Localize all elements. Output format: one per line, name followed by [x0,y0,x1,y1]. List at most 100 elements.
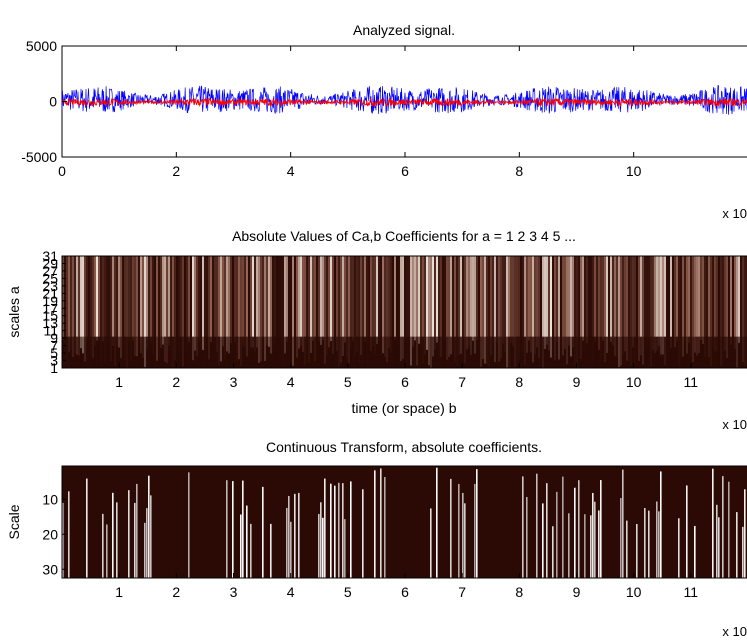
heatmap-low-scale [698,336,700,368]
heatmap-low-scale [166,336,168,368]
heatmap-column [298,256,300,349]
heatmap-column [458,256,460,356]
heatmap-column [288,256,290,358]
heatmap-low-scale [394,336,396,368]
heatmap-column [586,256,588,344]
heatmap-column [676,256,678,342]
heatmap-low-scale [540,336,542,368]
heatmap-low-scale [584,336,586,368]
heatmap-column [470,256,472,355]
heatmap-column [552,526,554,578]
heatmap-column [386,256,388,363]
heatmap-column [744,489,746,578]
heatmap-low-scale [114,336,116,368]
heatmap-low-scale [150,336,152,368]
x-tick-label: 6 [401,584,409,600]
heatmap-low-scale [268,336,270,368]
heatmap-column [560,256,562,350]
heatmap-column [516,256,518,365]
heatmap-column [458,483,460,578]
heatmap-low-scale [558,336,560,368]
heatmap-low-scale [198,336,200,368]
heatmap-low-scale [522,336,524,368]
heatmap-column [262,256,264,350]
heatmap-low-scale [484,336,486,368]
heatmap-column [120,256,122,359]
chart3-x-exponent: x 10 [722,624,747,639]
heatmap-low-scale [220,336,222,368]
heatmap-low-scale [282,336,284,368]
heatmap-low-scale [478,336,480,368]
heatmap-column [400,256,402,362]
heatmap-column [728,256,730,344]
heatmap-low-scale [148,336,150,368]
heatmap-low-scale [174,336,176,368]
heatmap-low-scale [712,336,714,368]
heatmap-column [164,256,166,362]
heatmap-low-scale [518,336,520,368]
heatmap-column [644,256,646,344]
heatmap-column [420,256,422,348]
chart3-heatmap [62,466,747,578]
heatmap-column [270,523,272,578]
heatmap-column [474,256,476,354]
heatmap-column [342,483,344,578]
heatmap-column [146,508,148,578]
heatmap-column [554,256,556,361]
heatmap-low-scale [146,336,148,368]
heatmap-column [134,256,136,357]
heatmap-column [260,256,262,362]
heatmap-low-scale [364,336,366,368]
heatmap-low-scale [590,336,592,368]
heatmap-column [284,256,286,354]
heatmap-low-scale [318,336,320,368]
heatmap-low-scale [234,336,236,368]
heatmap-column [404,256,406,343]
heatmap-low-scale [704,336,706,368]
heatmap-low-scale [716,336,718,368]
heatmap-column [106,256,108,345]
heatmap-column [290,521,292,578]
x-tick-label: 5 [344,584,352,600]
heatmap-low-scale [420,336,422,368]
heatmap-column [126,256,128,368]
heatmap-low-scale [92,336,94,368]
heatmap-low-scale [112,336,114,368]
heatmap-low-scale [444,336,446,368]
heatmap-column [528,256,530,341]
heatmap-low-scale [402,336,404,368]
heatmap-low-scale [192,336,194,368]
heatmap-column [228,256,230,354]
heatmap-low-scale [676,336,678,368]
heatmap-column [428,256,430,366]
heatmap-low-scale [354,336,356,368]
heatmap-column [588,256,590,351]
heatmap-low-scale [398,336,400,368]
heatmap-column [102,513,104,578]
heatmap-low-scale [666,336,668,368]
heatmap-low-scale [650,336,652,368]
heatmap-column [220,256,222,362]
heatmap-column [612,256,614,346]
heatmap-column [276,256,278,359]
heatmap-column [740,256,742,360]
heatmap-low-scale [226,336,228,368]
heatmap-column [190,256,192,364]
heatmap-column [488,256,490,368]
heatmap-low-scale [520,336,522,368]
y-tick-label: 21 [42,285,58,301]
heatmap-column [574,256,576,366]
heatmap-column [210,256,212,343]
heatmap-low-scale [572,336,574,368]
heatmap-column [662,256,664,355]
heatmap-column [670,256,672,348]
chart1-series-group [61,84,747,115]
heatmap-column [644,508,646,578]
heatmap-column [238,256,240,360]
heatmap-column [728,481,730,578]
heatmap-column [82,256,84,354]
heatmap-low-scale [384,336,386,368]
heatmap-column [208,256,210,360]
heatmap-low-scale [340,336,342,368]
heatmap-column [176,256,178,362]
